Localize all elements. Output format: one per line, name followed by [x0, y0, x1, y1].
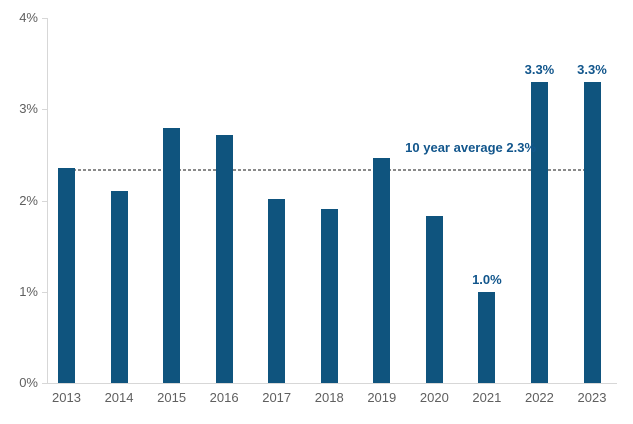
- bar: [110, 191, 128, 383]
- y-axis-tick: [42, 292, 47, 293]
- x-axis-tick-label: 2013: [52, 390, 81, 405]
- bar: [163, 127, 181, 383]
- y-axis-tick: [42, 109, 47, 110]
- bar: [215, 134, 233, 383]
- y-axis-tick: [42, 201, 47, 202]
- bar: [373, 157, 391, 383]
- x-axis-tick-label: 2021: [472, 390, 502, 405]
- x-axis-tick-label: 2023: [577, 390, 607, 405]
- y-axis-line: [47, 18, 48, 383]
- y-axis-tick-label: 4%: [19, 10, 38, 25]
- bar: [320, 208, 338, 383]
- bar-data-label: 1.0%: [472, 271, 502, 287]
- y-axis-tick-label: 2%: [19, 193, 38, 208]
- average-line: [58, 169, 601, 171]
- x-axis-tick-label: 2016: [209, 390, 239, 405]
- x-axis-tick-label: 2015: [157, 390, 187, 405]
- x-axis-tick-label: 2019: [367, 390, 397, 405]
- y-axis-tick: [42, 383, 47, 384]
- bar-data-label: 3.3%: [524, 61, 555, 77]
- x-axis-line: [47, 383, 617, 384]
- x-axis-tick-label: 2014: [104, 390, 134, 405]
- y-axis-tick-label: 1%: [19, 284, 38, 299]
- bar: [583, 81, 601, 383]
- bar: [58, 167, 75, 383]
- bar: [478, 291, 496, 383]
- average-line-label: 10 year average 2.3%: [405, 140, 536, 155]
- y-axis-tick-label: 0%: [19, 375, 38, 390]
- x-axis-tick-label: 2018: [314, 390, 344, 405]
- y-axis-tick-label: 3%: [19, 101, 38, 116]
- x-axis-tick-label: 2017: [262, 390, 292, 405]
- x-axis-tick-label: 2020: [419, 390, 449, 405]
- bar-data-label: 3.3%: [577, 61, 607, 77]
- bar: [530, 81, 548, 383]
- y-axis-tick: [42, 18, 47, 19]
- bar: [425, 216, 443, 383]
- bar: [268, 198, 286, 383]
- x-axis-tick-label: 2022: [524, 390, 554, 405]
